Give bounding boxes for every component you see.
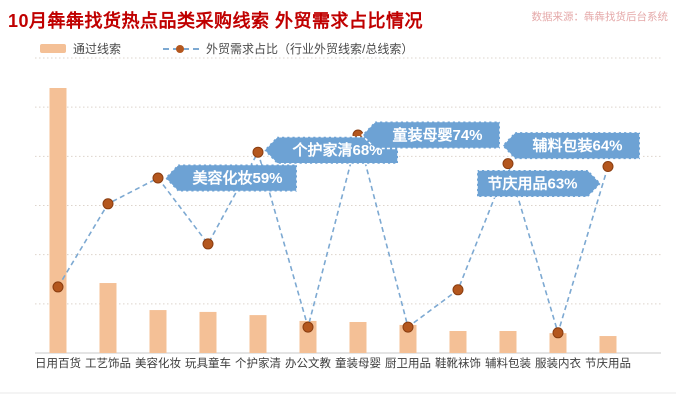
data-point-dot — [52, 281, 64, 293]
bar — [149, 310, 167, 353]
annotation-callout — [360, 120, 501, 150]
x-axis-label: 办公文教 — [285, 356, 331, 370]
annotation-callout — [262, 135, 399, 165]
data-source-label: 数据来源：犇犇找货后台系统 — [531, 11, 669, 23]
bar — [399, 324, 417, 353]
annotation-label: 节庆用品63% — [487, 175, 577, 193]
annotation-label: 童装母婴74% — [392, 126, 482, 144]
x-axis-label: 厨卫用品 — [385, 357, 431, 370]
bar — [499, 331, 517, 353]
annotation-callout — [163, 163, 298, 193]
x-axis-label: 服装内衣 — [535, 356, 581, 370]
x-axis-label: 工艺饰品 — [85, 356, 131, 370]
data-point-dot — [202, 238, 214, 250]
x-axis-label: 美容化妆 — [135, 356, 181, 370]
bar — [249, 315, 267, 353]
data-point-dot — [402, 321, 414, 333]
annotation-label: 美容化妆59% — [192, 169, 282, 187]
data-point-dot — [552, 327, 564, 339]
legend-label-line: 外贸需求占比（行业外贸线索/总线索） — [206, 42, 414, 56]
legend-item-line: 外贸需求占比（行业外贸线索/总线索） — [163, 40, 413, 57]
legend-label-bars: 通过线索 — [73, 42, 122, 56]
x-axis-label: 辅料包装 — [485, 356, 531, 370]
data-point-dot — [102, 198, 114, 210]
line-legend-dot-icon — [176, 44, 185, 53]
data-point-dot — [152, 172, 164, 184]
bar — [599, 336, 617, 353]
x-axis-label: 鞋靴袜饰 — [435, 356, 481, 370]
trend-line — [57, 131, 609, 336]
bar — [549, 333, 567, 353]
data-point-dot — [602, 161, 614, 173]
line-legend-swatch — [163, 44, 200, 53]
annotation-callout — [476, 169, 603, 198]
x-axis-label: 节庆用品 — [585, 356, 631, 370]
x-axis-label: 日用百货 — [35, 356, 81, 370]
annotation-label: 辅料包装64% — [532, 137, 622, 155]
page-title: 10月犇犇找货热点品类采购线索 外贸需求占比情况 — [8, 11, 424, 31]
x-axis-label: 玩具童车 — [185, 356, 231, 370]
bar — [99, 283, 117, 353]
annotation-label: 个护家清68% — [291, 141, 382, 159]
annotation-callout — [500, 131, 641, 160]
data-point-dot — [302, 321, 314, 333]
bar — [199, 311, 217, 353]
data-point-dot — [252, 146, 264, 158]
x-axis-label: 个护家清 — [235, 356, 281, 370]
bar — [349, 321, 367, 353]
bar — [49, 88, 67, 353]
data-point-dot — [502, 158, 514, 170]
bar — [449, 331, 467, 353]
bar-legend-swatch — [40, 44, 66, 53]
data-point-dot — [452, 284, 464, 296]
chart-legend: 通过线索 外贸需求占比（行业外贸线索/总线索） — [40, 40, 413, 57]
legend-item-bars: 通过线索 — [40, 40, 121, 57]
x-axis-label: 童装母婴 — [335, 356, 381, 370]
